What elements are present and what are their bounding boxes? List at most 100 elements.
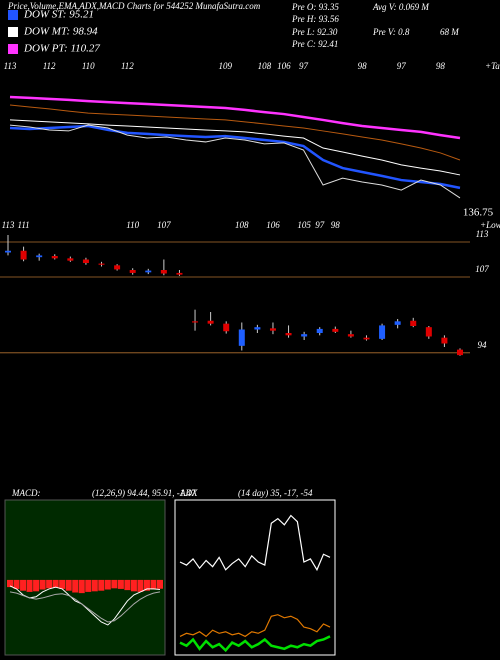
panel-title: MACD:	[11, 488, 41, 498]
candle-body	[36, 255, 43, 258]
macd-bar	[26, 579, 33, 592]
candle-body	[269, 328, 276, 331]
macd-bar	[157, 579, 163, 589]
stat-label: Pre L: 92.30	[291, 27, 338, 37]
macd-bar	[65, 579, 72, 591]
legend-swatch	[8, 44, 18, 54]
candle-body	[67, 258, 74, 261]
candle-body	[285, 333, 292, 336]
candle-body	[51, 256, 58, 259]
stat-label: Pre C: 92.41	[291, 39, 338, 49]
candle-body	[457, 349, 463, 356]
candle-body	[394, 321, 401, 325]
x-tick-label: 97	[397, 61, 407, 71]
ema-line	[9, 119, 461, 176]
candle-body	[379, 325, 386, 339]
x-tick-label: 113	[2, 220, 15, 230]
candle-body	[347, 334, 354, 337]
annotation: +Targe	[485, 61, 500, 71]
candle-body	[441, 337, 448, 344]
x-tick-label: 97	[315, 220, 325, 230]
page-title: Price,Volume,EMA,ADX,MACD Charts for 544…	[7, 1, 261, 11]
x-tick-label: 113	[4, 61, 17, 71]
macd-bar	[20, 579, 27, 591]
ema-line	[9, 95, 461, 140]
stat-label: Avg V: 0.069 M	[372, 2, 429, 12]
x-tick-label: 112	[43, 61, 56, 71]
macd-bar	[98, 579, 105, 591]
candle-body	[5, 250, 11, 253]
macd-bar	[7, 579, 13, 588]
legend-swatch	[8, 27, 18, 37]
macd-line	[9, 591, 161, 623]
macd-bar	[91, 579, 98, 592]
macd-bar	[124, 579, 131, 591]
candle-body	[254, 327, 261, 330]
y-tick-label: 107	[475, 264, 489, 274]
candle-body	[20, 250, 27, 260]
candle-body	[129, 270, 136, 273]
candle-body	[207, 320, 214, 324]
ema-line	[9, 104, 461, 161]
macd-bar	[13, 579, 20, 589]
x-tick-label: 111	[18, 220, 30, 230]
stat-label: 68 M	[440, 27, 459, 37]
macd-bar	[117, 579, 124, 589]
x-tick-label: 106	[266, 220, 280, 230]
candle-body	[425, 327, 432, 337]
panel-bg	[4, 499, 166, 656]
candle-body	[238, 329, 245, 346]
candle-body	[82, 259, 89, 263]
candle-body	[145, 270, 152, 273]
x-tick-label: 97	[299, 61, 309, 71]
candle-body	[114, 265, 121, 270]
y-tick-label: 94	[478, 340, 488, 350]
macd-bar	[85, 579, 92, 592]
macd-bar	[130, 579, 137, 592]
macd-bar	[52, 579, 59, 588]
candle-body	[410, 320, 417, 326]
adx-line	[179, 635, 331, 653]
annotation: +Lower	[480, 220, 500, 230]
macd-bar	[111, 579, 118, 589]
legend-swatch	[8, 10, 18, 20]
x-tick-label: 107	[157, 220, 171, 230]
x-tick-label: 98	[331, 220, 341, 230]
x-tick-label: 109	[218, 61, 232, 71]
macd-bar	[46, 579, 53, 589]
panel-subtitle: (12,26,9) 94.44, 95.91, -1.47	[92, 488, 196, 498]
y-tick-label: 113	[476, 229, 489, 239]
candle-body	[176, 272, 183, 275]
legend-label: DOW PT: 110.27	[23, 43, 100, 55]
macd-bar	[72, 579, 79, 593]
panel-title: ADX	[179, 488, 198, 498]
x-tick-label: 110	[126, 220, 139, 230]
candle-body	[223, 323, 230, 332]
candle-body	[363, 337, 370, 340]
legend-label: DOW MT: 98.94	[23, 26, 98, 38]
x-tick-label: 98	[358, 61, 368, 71]
stat-label: Pre V: 0.8	[372, 27, 410, 37]
x-tick-label: 112	[121, 61, 134, 71]
macd-bar	[39, 579, 46, 590]
macd-bar	[150, 579, 157, 590]
candle-body	[301, 334, 308, 337]
panel-bg	[174, 499, 336, 656]
adx-line	[179, 614, 331, 638]
legend-label: DOW ST: 95.21	[23, 9, 94, 21]
candle-body	[192, 321, 199, 323]
annotation: 136.75	[463, 207, 494, 219]
macd-bar	[143, 579, 150, 591]
adx-line	[179, 514, 331, 572]
candle-body	[160, 270, 167, 274]
x-tick-label: 110	[82, 61, 95, 71]
stat-label: Pre H: 93.56	[291, 14, 339, 24]
candle-body	[332, 328, 339, 332]
macd-bar	[104, 579, 111, 590]
x-tick-label: 108	[235, 220, 249, 230]
macd-bar	[137, 579, 144, 592]
macd-bar	[59, 579, 66, 589]
candle-body	[316, 328, 323, 333]
